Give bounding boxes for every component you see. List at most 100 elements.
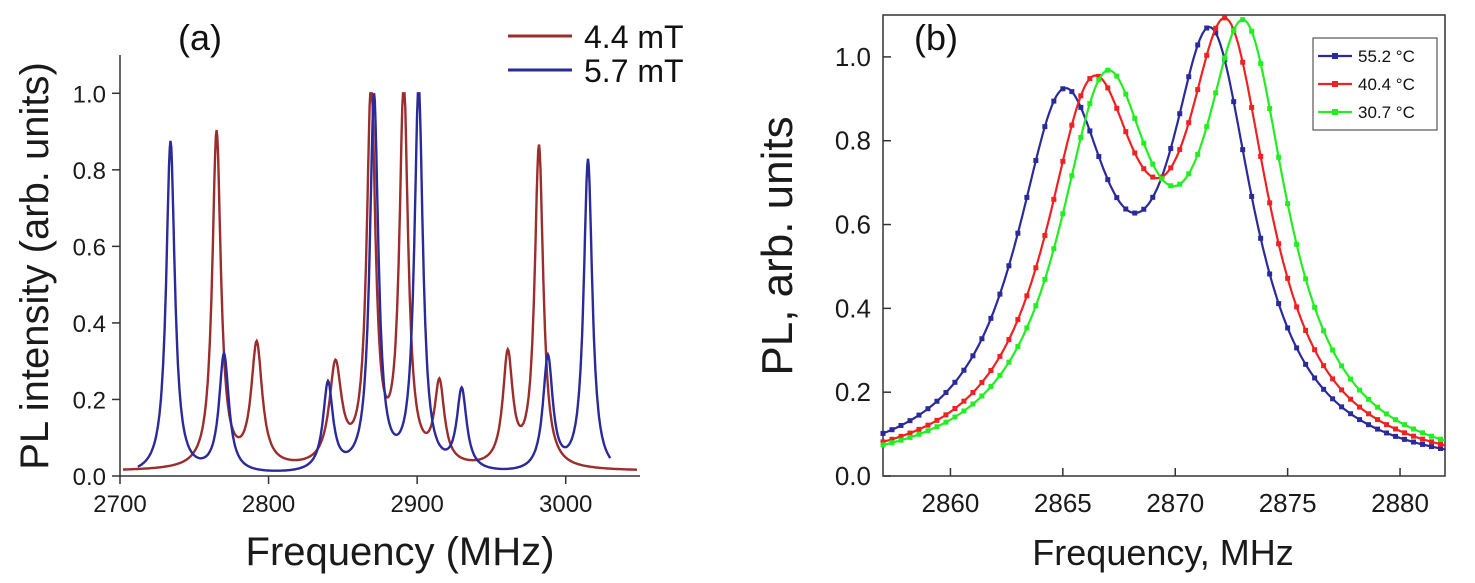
panel-b-series-point-0: [1105, 177, 1111, 183]
panel-b-series-point-2: [1366, 396, 1372, 402]
panel-b-series-point-2: [1042, 276, 1048, 282]
panel-b-series-point-1: [1222, 15, 1228, 21]
panel-b-frame: [882, 14, 1446, 477]
panel-a-y-tick-label: 0.6: [73, 234, 106, 261]
panel-b-series-point-1: [1204, 52, 1210, 58]
panel-b-series-point-0: [943, 390, 949, 396]
panel-b-series-point-1: [1015, 317, 1021, 323]
panel-b-series-point-2: [961, 408, 967, 414]
panel-b-series-point-1: [1087, 76, 1093, 82]
panel-b-series-point-0: [952, 379, 958, 385]
panel-b-series-point-2: [1060, 211, 1066, 217]
panel-b-series-point-0: [1258, 235, 1264, 241]
panel-b-legend-marker-0: [1332, 53, 1338, 59]
panel-b-series-point-2: [1420, 430, 1426, 436]
panel-b-series-point-0: [1132, 210, 1138, 216]
panel-b-series-point-1: [1195, 87, 1201, 93]
panel-a-y-tick-label: 0.2: [73, 387, 106, 414]
panel-a-x-tick-label: 2800: [242, 491, 295, 518]
panel-b-series-point-0: [1168, 146, 1174, 152]
panel-b-series-point-1: [1393, 426, 1399, 432]
panel-b-series-point-0: [1420, 441, 1426, 447]
panel-b-series-point-2: [1159, 176, 1165, 182]
panel-b-series-point-1: [988, 368, 994, 374]
panel-b-series-point-2: [1339, 363, 1345, 369]
panel-b-series-point-1: [1420, 436, 1426, 442]
panel-b-series-point-2: [1114, 73, 1120, 79]
panel-b-series-point-2: [1051, 246, 1057, 252]
panel-a-x-ticks: 2700 2800 2900 3000: [93, 476, 592, 518]
panel-b-series-point-2: [1204, 124, 1210, 130]
panel-b-series-point-0: [1123, 206, 1129, 212]
panel-b-series-point-0: [1411, 439, 1417, 445]
panel-b-series-point-0: [1015, 230, 1021, 236]
panel-b-x-tick-label: 2860: [922, 488, 980, 518]
panel-b-x-tick-label: 2880: [1371, 488, 1429, 518]
panel-a-plot-area: [123, 92, 637, 472]
panel-b-series-point-1: [943, 412, 949, 418]
panel-b-series-point-0: [1321, 386, 1327, 392]
panel-b-series-point-0: [1249, 193, 1255, 199]
panel-b-series-point-1: [1312, 347, 1318, 353]
panel-b-series-point-1: [1114, 105, 1120, 111]
panel-b-x-tick-label: 2865: [1034, 488, 1092, 518]
panel-b-series-point-2: [1177, 181, 1183, 187]
panel-b-series-point-1: [1051, 196, 1057, 202]
panel-b-y-tick-label: 1.0: [835, 42, 871, 72]
panel-b-series-point-2: [1438, 436, 1444, 442]
panel-b-series-point-2: [1303, 276, 1309, 282]
panel-b-series-point-0: [979, 336, 985, 342]
panel-b-y-tick-label: 0.6: [835, 210, 871, 240]
panel-b-series-point-2: [1186, 171, 1192, 177]
panel-b-legend-marker-1: [1332, 81, 1338, 87]
panel-b-series-point-2: [1357, 387, 1363, 393]
panel-b-series-point-2: [1240, 17, 1246, 23]
panel-b-series-point-0: [1096, 153, 1102, 159]
panel-b-series-point-0: [1348, 411, 1354, 417]
panel-b-series-point-2: [1276, 154, 1282, 160]
panel-b-series-point-1: [1042, 232, 1048, 238]
panel-b-series-point-1: [1105, 85, 1111, 91]
panel-b-series-point-1: [889, 436, 895, 442]
panel-b-series-point-0: [1276, 301, 1282, 307]
panel-b-series-point-1: [1411, 433, 1417, 439]
panel-b-series-point-1: [1357, 404, 1363, 410]
panel-b-x-ticks: 2860 2865 2870 2875 2880: [922, 468, 1429, 518]
panel-b-y-ticks: 0.0 0.2 0.4 0.6 0.8 1.0: [835, 42, 891, 491]
panel-b-series-point-0: [925, 406, 931, 412]
panel-b-series-point-2: [1006, 359, 1012, 365]
panel-b-series-point-2: [934, 424, 940, 430]
panel-a-legend-label-0: 4.4 mT: [584, 19, 684, 55]
panel-b-series-point-1: [1177, 147, 1183, 153]
panel-b-series-point-1: [1276, 241, 1282, 247]
panel-b-series-point-2: [1078, 135, 1084, 141]
panel-b-series-point-2: [1393, 417, 1399, 423]
panel-a-series-line-1: [137, 92, 612, 472]
panel-b-series-point-1: [1024, 293, 1030, 299]
panel-b-series-point-1: [1429, 439, 1435, 445]
panel-b-series-point-1: [1366, 411, 1372, 417]
panel-b-series-point-0: [1114, 195, 1120, 201]
panel-b-series-point-0: [916, 412, 922, 418]
panel-b-series-point-0: [907, 418, 913, 424]
panel-b-series-point-2: [1267, 105, 1273, 111]
panel-a-y-tick-label: 0.4: [73, 311, 106, 338]
panel-b-series-point-0: [1294, 345, 1300, 351]
panel-b-series-point-2: [1132, 115, 1138, 121]
panel-b-series-point-0: [1078, 104, 1084, 110]
panel-b-series-point-2: [970, 401, 976, 407]
panel-b-series-point-1: [1006, 337, 1012, 343]
panel-a-x-axis-title: Frequency (MHz): [246, 530, 555, 574]
panel-b-series-point-1: [1285, 275, 1291, 281]
panel-b-series-point-1: [1375, 417, 1381, 423]
panel-b-series-point-2: [1096, 77, 1102, 83]
panel-b-series-point-0: [1330, 396, 1336, 402]
panel-b-series-point-0: [961, 367, 967, 373]
panel-b-series-point-0: [1087, 128, 1093, 134]
panel-b-series-point-2: [979, 393, 985, 399]
panel-b-series-point-0: [1402, 436, 1408, 442]
panel-b-legend-label-1: 40.4 °C: [1358, 75, 1415, 94]
panel-b-series-point-0: [1213, 30, 1219, 36]
panel-b-series-point-1: [970, 390, 976, 396]
panel-a-y-tick-label: 0.0: [73, 464, 106, 491]
